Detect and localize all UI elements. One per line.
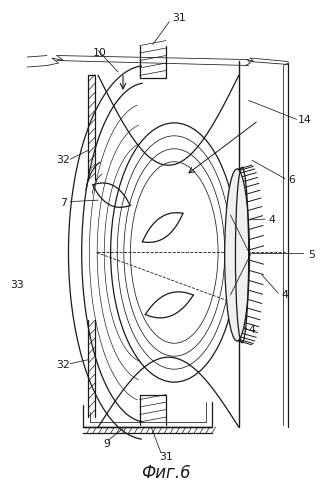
- Text: 4: 4: [282, 290, 289, 300]
- Text: 4: 4: [249, 325, 255, 335]
- Text: 4: 4: [268, 215, 275, 225]
- Text: 32: 32: [57, 155, 70, 165]
- Text: 7: 7: [60, 198, 67, 207]
- Text: 14: 14: [298, 116, 312, 126]
- Text: 9: 9: [103, 440, 110, 450]
- Text: 5: 5: [308, 250, 315, 260]
- Text: 32: 32: [57, 360, 70, 370]
- Text: 31: 31: [159, 452, 173, 462]
- Text: 6: 6: [288, 175, 295, 185]
- Text: 33: 33: [10, 280, 24, 290]
- Text: 10: 10: [93, 48, 107, 58]
- Ellipse shape: [225, 169, 249, 341]
- Text: 31: 31: [172, 13, 186, 23]
- Text: Фиг.6: Фиг.6: [141, 464, 191, 482]
